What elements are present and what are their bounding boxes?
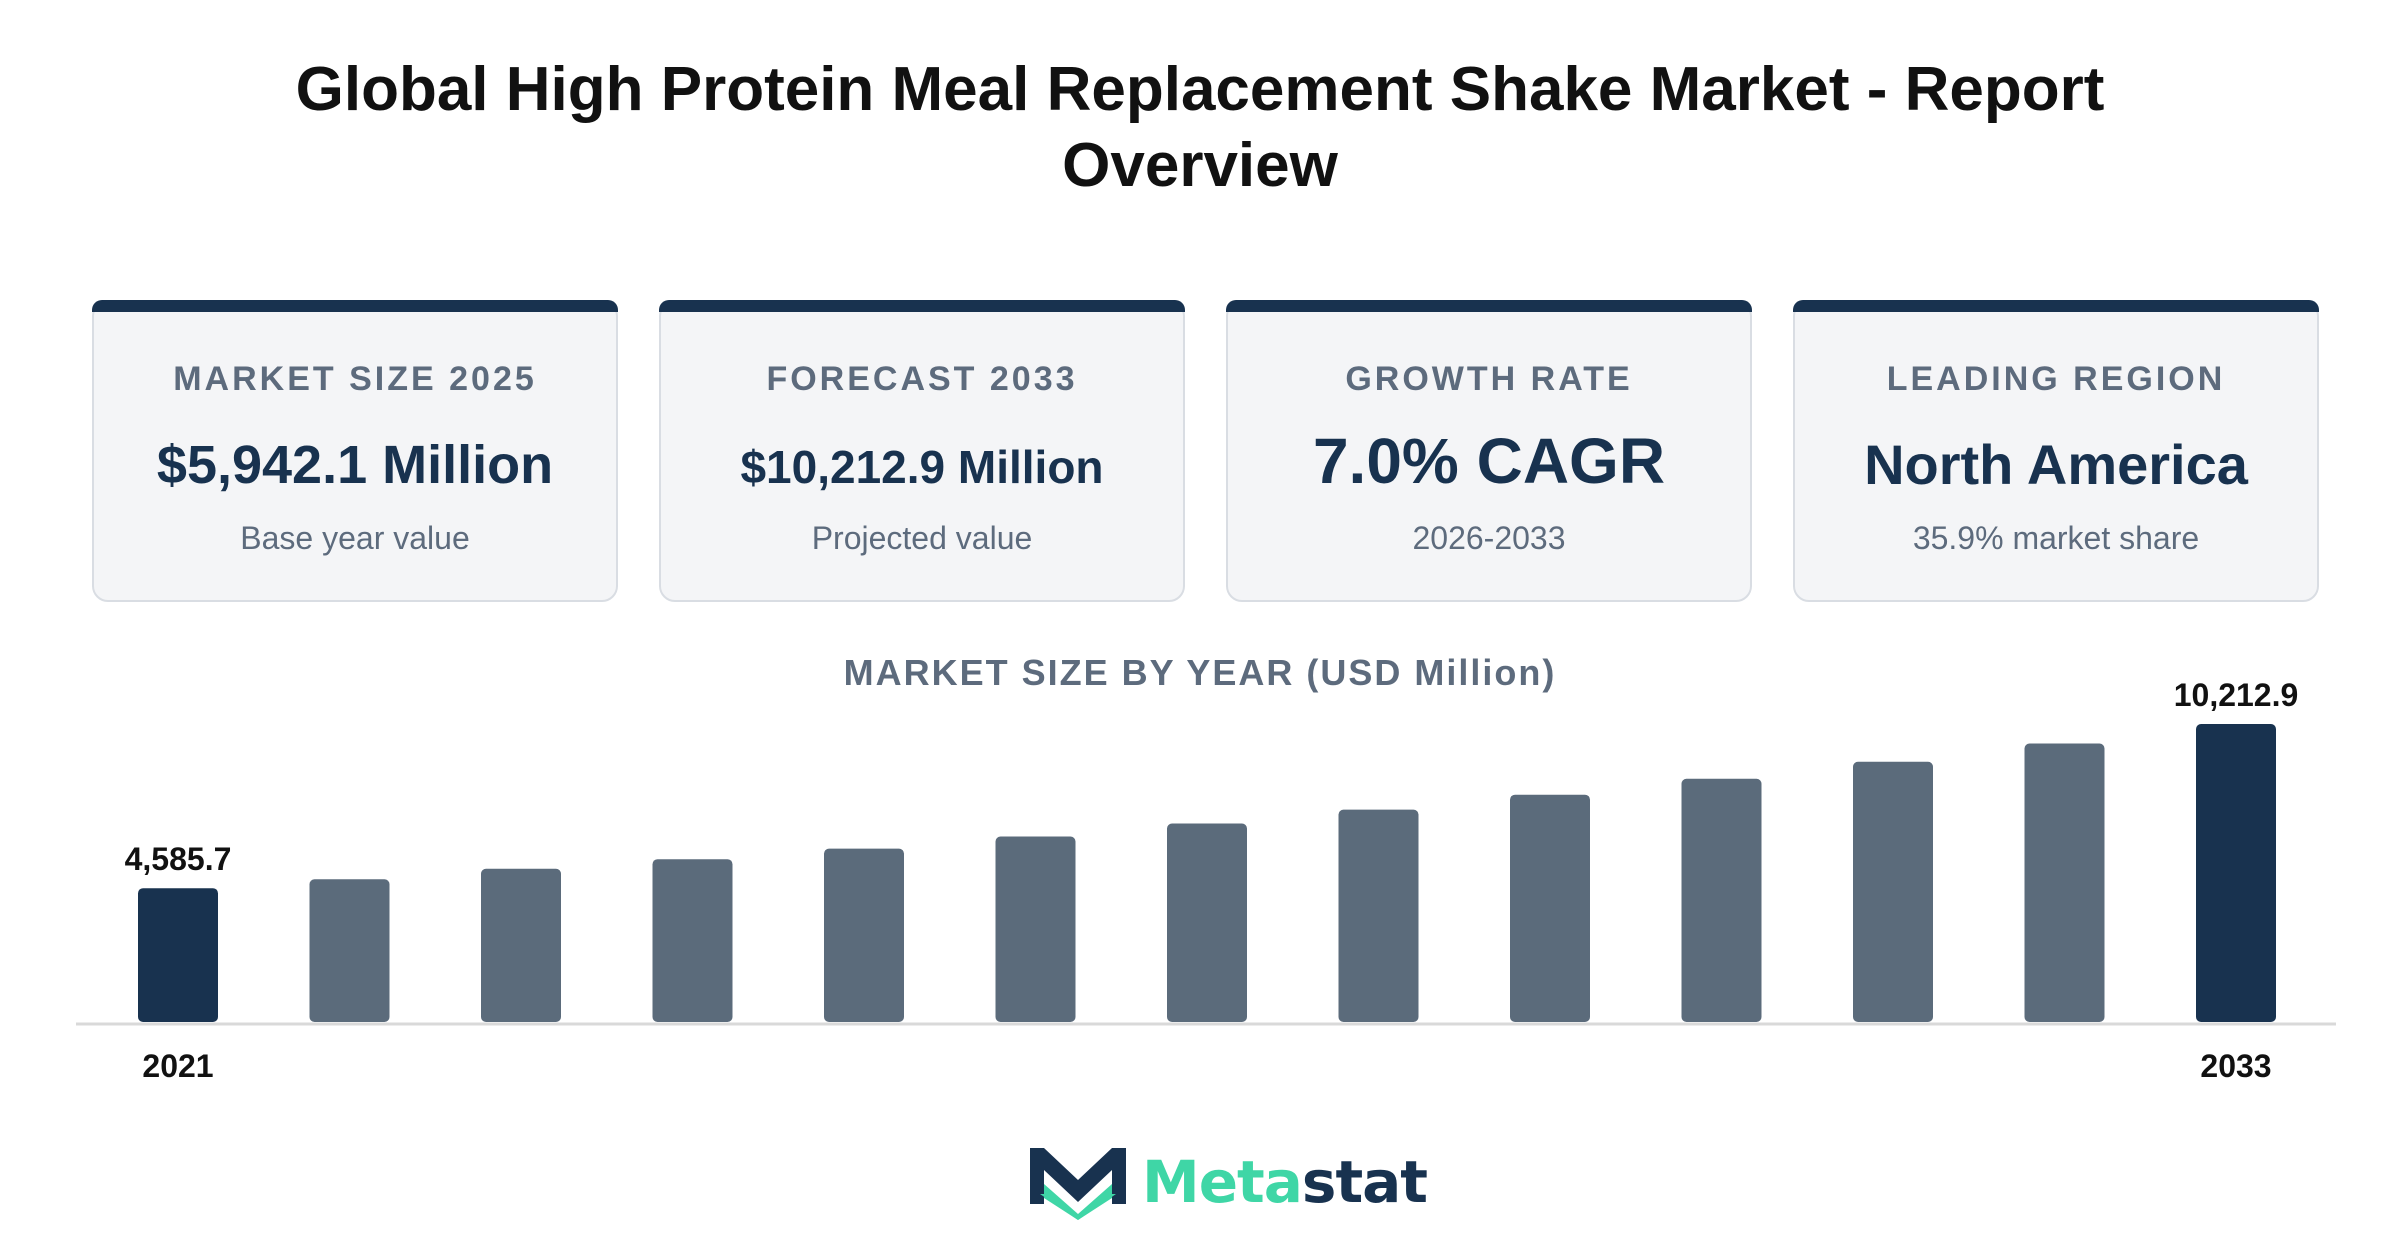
value-label-2033: 10,212.9	[2174, 677, 2299, 713]
metastat-logo: Metastat	[1026, 1142, 1428, 1222]
bar-2022	[309, 879, 390, 1022]
bar-2030	[1681, 778, 1762, 1022]
leading-region-card: LEADING REGION North America 35.9% marke…	[1793, 300, 2319, 602]
growth-rate-sub: 2026-2033	[1412, 520, 1566, 556]
market-size-sub: Base year value	[240, 520, 470, 556]
bar-2023	[481, 868, 561, 1022]
bar-2033	[2196, 724, 2276, 1022]
bar-2025	[824, 848, 904, 1022]
forecast-card: FORECAST 2033 $10,212.9 Million Projecte…	[659, 300, 1185, 602]
market-size-value: $5,942.1 Million	[156, 435, 554, 495]
growth-rate-value: 7.0% CAGR	[1312, 425, 1666, 497]
bar-2032	[2024, 743, 2105, 1022]
x-tick-label-2021: 2021	[142, 1048, 213, 1084]
bar-2029	[1510, 794, 1590, 1022]
metastat-logo-text: Metastat	[1142, 1148, 1428, 1216]
bar-2026	[995, 836, 1076, 1022]
value-label-2021: 4,585.7	[125, 841, 232, 877]
market-size-label: MARKET SIZE 2025	[173, 360, 537, 398]
leading-region-label: LEADING REGION	[1886, 360, 2226, 398]
logo-text-stat: stat	[1301, 1148, 1428, 1216]
bar-2021	[138, 888, 218, 1022]
metastat-logo-icon	[1030, 1148, 1126, 1220]
forecast-value: $10,212.9 Million	[740, 441, 1104, 493]
growth-rate-card: GROWTH RATE 7.0% CAGR 2026-2033	[1226, 300, 1752, 602]
bar-2024	[652, 859, 733, 1022]
bars-layer: 4,585.7 10,212.9 2021 2033	[125, 677, 2299, 1084]
bar-2028	[1338, 809, 1419, 1022]
forecast-label: FORECAST 2033	[766, 360, 1078, 398]
leading-region-sub: 35.9% market share	[1912, 520, 2200, 556]
leading-region-value: North America	[1864, 433, 2248, 496]
logo-text-meta: Meta	[1142, 1148, 1303, 1216]
market-size-card: MARKET SIZE 2025 $5,942.1 Million Base y…	[92, 300, 618, 602]
forecast-sub: Projected value	[811, 520, 1033, 556]
bar-2027	[1167, 823, 1247, 1022]
chart-title: MARKET SIZE BY YEAR (USD Million)	[843, 652, 1557, 693]
growth-rate-label: GROWTH RATE	[1345, 360, 1633, 398]
page-title: Global High Protein Meal Replacement Sha…	[295, 55, 2105, 200]
bar-2031	[1853, 761, 1933, 1022]
x-tick-label-2033: 2033	[2200, 1048, 2271, 1084]
